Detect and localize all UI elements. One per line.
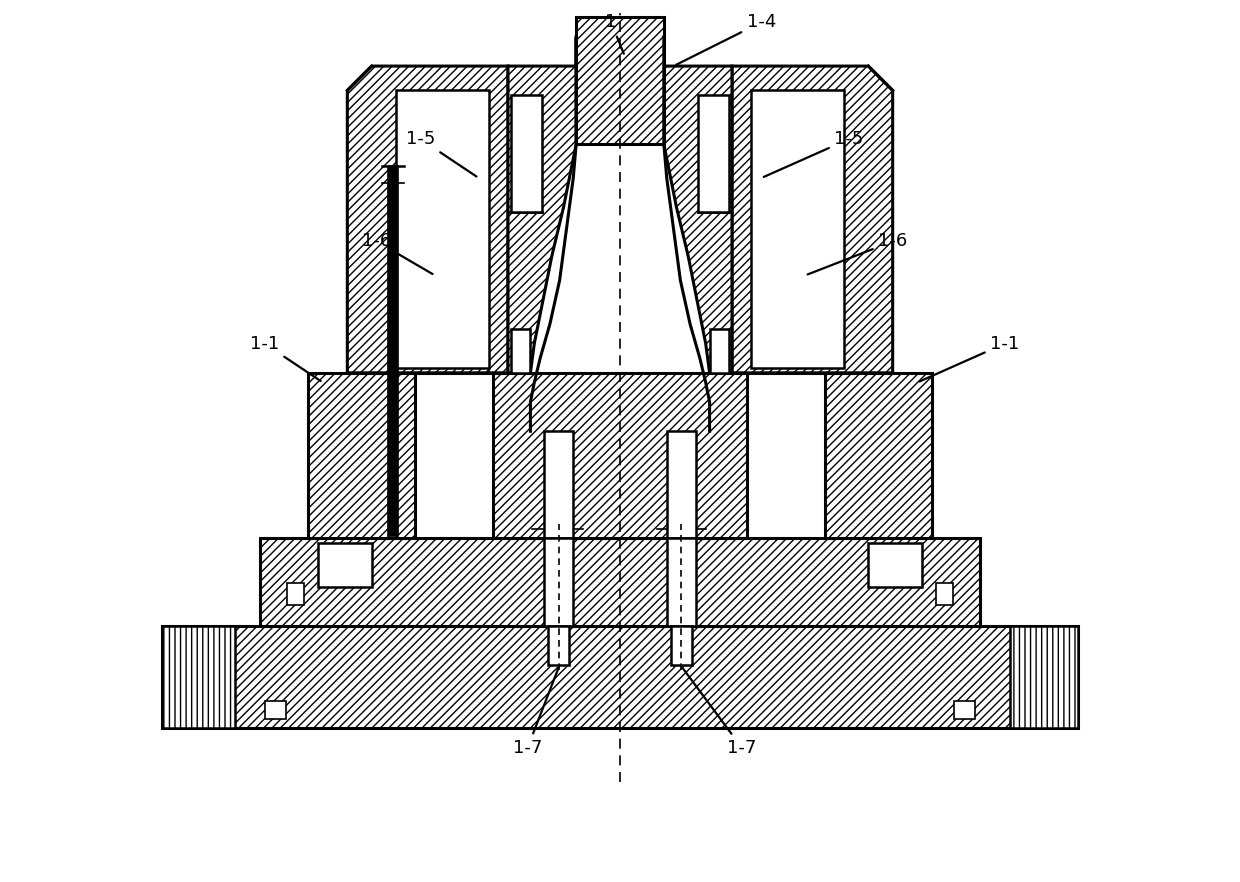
Polygon shape (388, 167, 398, 536)
Polygon shape (162, 626, 236, 729)
Polygon shape (954, 701, 976, 719)
Polygon shape (667, 538, 696, 626)
Polygon shape (309, 373, 415, 538)
Text: 1-1: 1-1 (920, 334, 1019, 381)
Polygon shape (286, 583, 305, 604)
Polygon shape (162, 626, 1078, 729)
Text: 1-6: 1-6 (807, 232, 908, 274)
Polygon shape (494, 373, 746, 538)
Text: 1-4: 1-4 (676, 13, 776, 65)
Polygon shape (544, 538, 573, 626)
Polygon shape (577, 18, 663, 144)
Polygon shape (698, 95, 729, 213)
Polygon shape (751, 91, 844, 368)
Polygon shape (709, 329, 729, 373)
Text: 1-5: 1-5 (764, 131, 863, 177)
Polygon shape (511, 95, 542, 213)
Polygon shape (732, 66, 893, 373)
Polygon shape (319, 543, 372, 587)
Text: 1: 1 (605, 13, 624, 54)
Polygon shape (259, 538, 981, 626)
Polygon shape (347, 66, 508, 373)
Polygon shape (548, 626, 569, 665)
Polygon shape (868, 543, 921, 587)
Polygon shape (544, 431, 573, 538)
Polygon shape (667, 431, 696, 538)
Polygon shape (1009, 626, 1078, 729)
Polygon shape (671, 626, 692, 665)
Polygon shape (663, 37, 732, 373)
Polygon shape (264, 701, 286, 719)
Text: 1-6: 1-6 (362, 232, 433, 274)
Polygon shape (396, 91, 489, 368)
Text: 1-5: 1-5 (405, 131, 476, 176)
Polygon shape (825, 373, 931, 538)
Polygon shape (935, 583, 954, 604)
Polygon shape (511, 329, 531, 373)
Text: 1-7: 1-7 (682, 667, 756, 757)
Polygon shape (508, 37, 577, 373)
Text: 1-1: 1-1 (250, 334, 321, 381)
Text: 1-7: 1-7 (513, 668, 558, 757)
